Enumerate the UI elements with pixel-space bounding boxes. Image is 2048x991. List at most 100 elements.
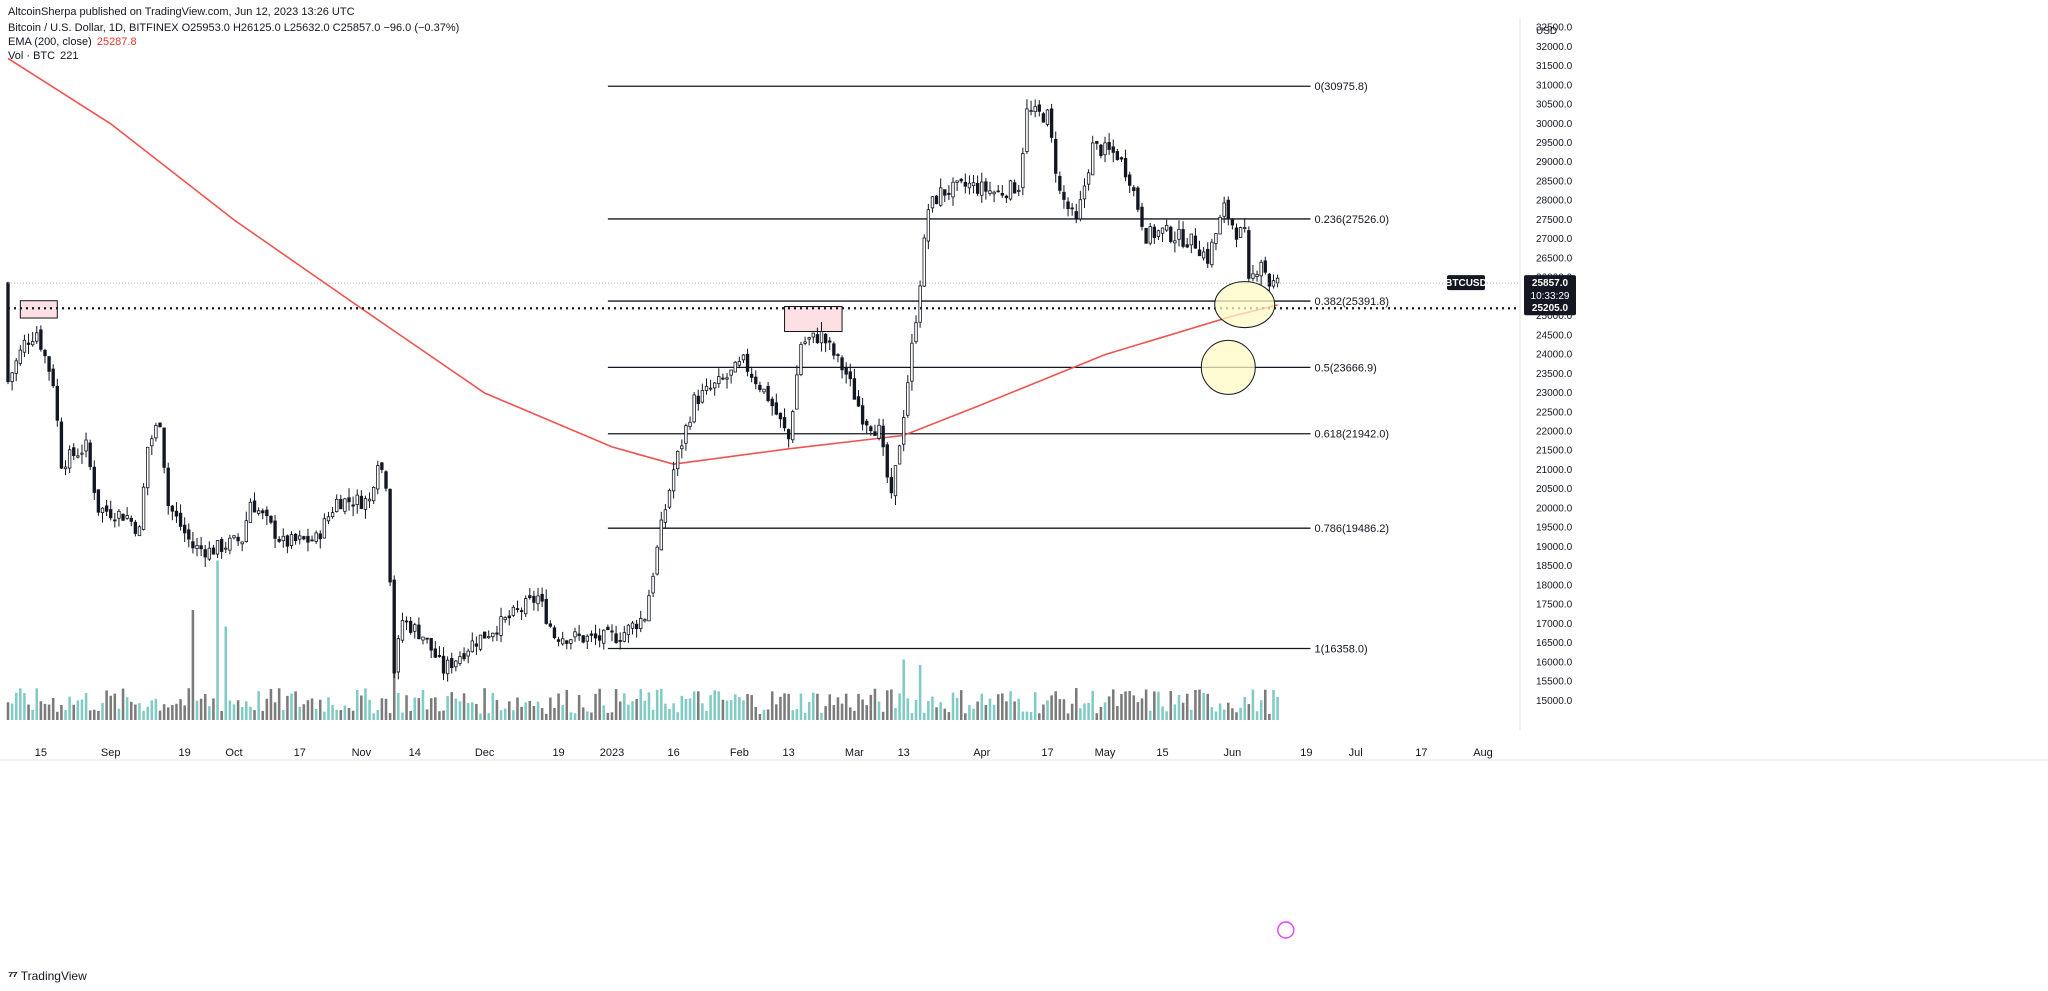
candle-bear bbox=[347, 497, 351, 503]
candle-bull bbox=[1218, 217, 1222, 235]
volume-bar bbox=[536, 701, 540, 720]
candle-bear bbox=[1041, 113, 1046, 123]
volume-bar bbox=[1033, 692, 1037, 720]
candle-bull bbox=[914, 322, 918, 343]
volume-bar bbox=[581, 707, 585, 720]
candle-bull bbox=[1164, 224, 1169, 231]
volume-bar bbox=[931, 696, 934, 720]
volume-bar bbox=[318, 699, 322, 720]
candle-bull bbox=[228, 537, 232, 551]
volume-bar bbox=[183, 705, 186, 720]
candle-bear bbox=[1037, 104, 1041, 112]
volume-bar bbox=[125, 697, 129, 720]
candle-bull bbox=[1017, 189, 1021, 192]
candle-bull bbox=[376, 465, 380, 490]
candle-bear bbox=[1062, 191, 1066, 200]
candle-bear bbox=[302, 536, 306, 540]
candle-bull bbox=[791, 411, 795, 441]
candle-bear bbox=[815, 334, 820, 344]
volume-bar bbox=[1107, 696, 1111, 720]
candle-bear bbox=[782, 417, 787, 429]
candle-bear bbox=[778, 412, 783, 420]
volume-bar bbox=[1017, 698, 1021, 720]
candle-bull bbox=[1091, 142, 1095, 176]
volume-bar bbox=[627, 704, 630, 720]
volume-bar bbox=[701, 703, 704, 720]
volume-legend[interactable]: Vol · BTC 221 bbox=[8, 50, 79, 62]
candle-bull bbox=[795, 374, 799, 410]
volume-bar bbox=[914, 700, 918, 720]
candle-bull bbox=[573, 631, 577, 638]
volume-bar bbox=[1083, 703, 1086, 720]
volume-bar bbox=[1001, 693, 1004, 720]
volume-bar bbox=[376, 710, 380, 720]
candle-bull bbox=[396, 638, 400, 673]
volume-bar bbox=[261, 710, 265, 720]
volume-bar bbox=[1153, 691, 1156, 720]
volume-bar bbox=[1161, 706, 1164, 720]
candle-bull bbox=[967, 182, 972, 189]
y-tick-label: 32000.0 bbox=[1536, 42, 1573, 53]
candle-bull bbox=[117, 510, 121, 519]
volume-bar bbox=[1169, 691, 1173, 720]
volume-bar bbox=[1091, 690, 1094, 720]
candle-bull bbox=[1275, 277, 1280, 284]
volume-bar bbox=[1124, 691, 1127, 720]
candles bbox=[6, 99, 1280, 682]
x-tick-label: Sep bbox=[101, 747, 121, 759]
candle-bull bbox=[626, 624, 631, 636]
tradingview-logo[interactable]: ⁷⁷ TradingView bbox=[8, 968, 87, 983]
volume-bar bbox=[824, 706, 827, 720]
ema-legend[interactable]: EMA (200, close) 25287.8 bbox=[8, 36, 137, 48]
volume-bar bbox=[742, 700, 745, 720]
highlight-circle-1 bbox=[1214, 281, 1276, 329]
candle-bear bbox=[1000, 193, 1004, 196]
y-tick-label: 21000.0 bbox=[1536, 465, 1573, 476]
candle-bear bbox=[277, 538, 281, 542]
candle-bull bbox=[602, 629, 606, 644]
candle-bear bbox=[589, 633, 594, 636]
volume-bar bbox=[795, 709, 799, 720]
x-tick-label: 15 bbox=[1156, 747, 1168, 759]
current-price-tag-text: 25857.0 bbox=[1532, 278, 1569, 289]
candle-bull bbox=[141, 486, 146, 530]
candle-bear bbox=[92, 466, 96, 493]
volume-bar bbox=[397, 692, 400, 720]
candle-bear bbox=[1066, 201, 1070, 210]
candle-bull bbox=[1222, 202, 1226, 217]
volume-bar bbox=[405, 695, 408, 720]
volume-bar bbox=[828, 694, 832, 720]
volume-bar bbox=[171, 705, 174, 720]
candle-bull bbox=[511, 606, 516, 616]
candle-bear bbox=[745, 353, 750, 372]
volume-bar bbox=[1005, 701, 1008, 720]
symbol-legend[interactable]: Bitcoin / U.S. Dollar, 1D, BITFINEX O259… bbox=[8, 22, 460, 34]
candle-bull bbox=[466, 650, 470, 657]
volume-bar bbox=[450, 692, 454, 720]
candle-bear bbox=[975, 183, 980, 194]
candle-bull bbox=[248, 501, 253, 523]
candle-bear bbox=[183, 524, 187, 534]
candle-bear bbox=[129, 517, 133, 522]
candle-bear bbox=[828, 340, 832, 343]
volume-bar bbox=[286, 695, 289, 720]
volume-bar bbox=[516, 697, 519, 720]
candle-bear bbox=[285, 535, 290, 547]
candle-bear bbox=[88, 442, 92, 467]
candle-bear bbox=[495, 632, 499, 635]
volume-bar bbox=[249, 706, 252, 720]
countdown-tag-text: 10:33:29 bbox=[1531, 291, 1570, 302]
candle-bear bbox=[1193, 235, 1198, 249]
volume-bar bbox=[458, 701, 462, 720]
volume-bar bbox=[434, 697, 437, 720]
volume-bar bbox=[1029, 712, 1033, 720]
candle-bull bbox=[585, 635, 589, 642]
volume-bar bbox=[331, 705, 334, 720]
volume-bar bbox=[684, 699, 688, 720]
candle-bull bbox=[240, 541, 244, 545]
candle-bear bbox=[1058, 175, 1062, 191]
volume-bar bbox=[413, 697, 417, 720]
y-tick-label: 28000.0 bbox=[1536, 196, 1573, 207]
candle-bear bbox=[380, 462, 384, 470]
